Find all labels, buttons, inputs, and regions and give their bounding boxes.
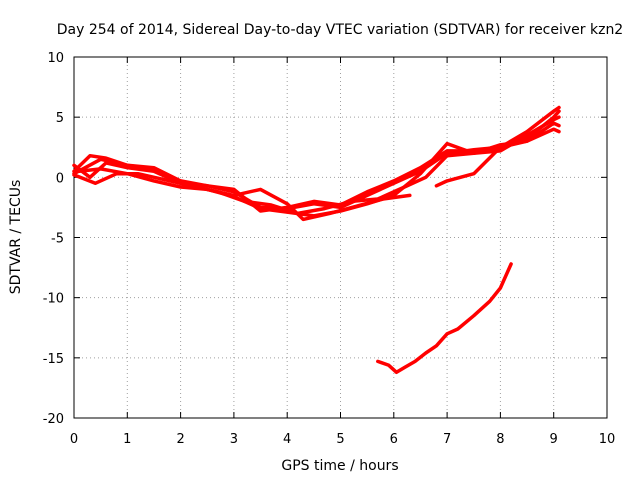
x-tick-label: 8 bbox=[496, 432, 504, 447]
x-tick-label: 7 bbox=[443, 432, 451, 447]
tick-layer: 0 1 2 3 4 5 6 7 8 9 10 10 5 0 -5 -10 -15 -20 bbox=[43, 51, 616, 447]
chart-title: Day 254 of 2014, Sidereal Day-to-day VTE… bbox=[57, 22, 623, 38]
y-tick-label: -15 bbox=[43, 352, 64, 367]
y-tick-label: -20 bbox=[43, 412, 64, 427]
series-line-arc-1 bbox=[72, 105, 561, 211]
y-tick-label: 5 bbox=[56, 111, 64, 126]
y-tick-label: -5 bbox=[51, 232, 64, 247]
series-line-arc-4 bbox=[77, 167, 412, 222]
x-tick-label: 3 bbox=[230, 432, 238, 447]
series-line-arc-2 bbox=[72, 115, 561, 216]
y-tick-label: 10 bbox=[47, 51, 64, 66]
x-tick-label: 1 bbox=[123, 432, 131, 447]
y-tick-label: -10 bbox=[43, 292, 64, 307]
x-tick-label: 2 bbox=[176, 432, 184, 447]
y-axis-label: SDTVAR / TECUs bbox=[8, 180, 24, 295]
x-tick-label: 0 bbox=[70, 432, 78, 447]
series-line-arc-5 bbox=[72, 109, 561, 213]
series-layer bbox=[72, 105, 561, 375]
x-tick-label: 6 bbox=[390, 432, 398, 447]
x-tick-label: 9 bbox=[550, 432, 558, 447]
grid-layer bbox=[74, 57, 607, 418]
x-tick-label: 10 bbox=[599, 432, 616, 447]
y-tick-label: 0 bbox=[56, 171, 64, 186]
series-line-arc-7 bbox=[376, 262, 513, 375]
x-axis-label: GPS time / hours bbox=[281, 458, 398, 474]
x-tick-label: 5 bbox=[336, 432, 344, 447]
series-line-arc-6 bbox=[434, 127, 561, 188]
x-tick-label: 4 bbox=[283, 432, 291, 447]
